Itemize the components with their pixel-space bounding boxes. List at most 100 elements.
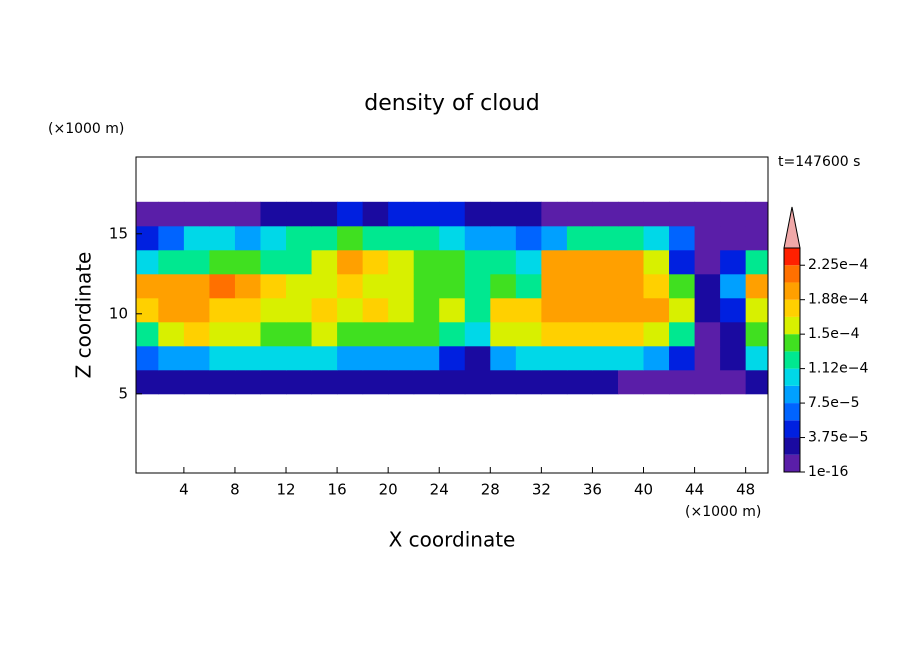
contour-cell <box>286 297 313 323</box>
contour-cell <box>183 225 210 251</box>
colorbar-tick-label: 1.5e−4 <box>808 326 860 342</box>
contour-cell <box>388 345 415 371</box>
contour-cell <box>745 201 768 227</box>
contour-cell <box>592 225 619 251</box>
contour-cell <box>388 273 415 299</box>
x-tick-label: 40 <box>634 481 653 499</box>
contour-cell <box>566 321 593 347</box>
contour-cell <box>260 225 287 251</box>
contour-cell <box>260 345 287 371</box>
colorbar-tick-label: 1e-16 <box>808 464 848 480</box>
contour-cell <box>136 345 159 371</box>
contour-cell <box>388 225 415 251</box>
contour-cell <box>720 345 747 371</box>
contour-cell <box>643 369 670 395</box>
colorbar-band <box>784 385 800 404</box>
contour-cell <box>158 249 185 275</box>
contour-cell <box>541 345 568 371</box>
contour-cell <box>311 225 338 251</box>
contour-cell <box>694 273 721 299</box>
contour-cell <box>617 273 645 299</box>
contour-cell <box>388 321 415 347</box>
contour-cell <box>669 321 696 347</box>
contour-cell <box>311 249 338 275</box>
contour-cell <box>286 225 313 251</box>
contour-cell <box>286 321 313 347</box>
contour-cell <box>388 201 415 227</box>
contour-cell <box>490 249 517 275</box>
contour-cell <box>669 201 696 227</box>
contour-cell <box>669 249 696 275</box>
contour-cell <box>566 201 593 227</box>
contour-cell <box>388 249 415 275</box>
contour-cell <box>337 225 364 251</box>
contour-cell <box>286 249 313 275</box>
contour-cell <box>566 297 593 323</box>
x-tick-label: 32 <box>532 481 551 499</box>
contour-cell <box>745 225 768 251</box>
contour-cell <box>362 249 389 275</box>
contour-cell <box>592 201 619 227</box>
colorbar-band <box>784 368 800 386</box>
colorbar-band <box>784 403 800 421</box>
contour-cell <box>694 201 721 227</box>
colorbar-extension <box>783 206 801 249</box>
contour-cell <box>209 369 236 395</box>
contour-cell <box>158 321 185 347</box>
contour-cell <box>643 321 670 347</box>
contour-cell <box>337 249 364 275</box>
contour-cell <box>260 249 287 275</box>
contour-cell <box>136 249 159 275</box>
contour-cell <box>643 249 670 275</box>
colorbar-tick-label: 3.75e−5 <box>808 430 868 446</box>
colorbar-band <box>784 351 800 369</box>
x-tick-label: 8 <box>230 481 240 499</box>
contour-cell <box>234 249 261 275</box>
contour-cell <box>617 225 645 251</box>
colorbar-band <box>784 265 800 283</box>
colorbar-band <box>784 282 800 300</box>
contour-cell <box>669 345 696 371</box>
contour-cell <box>209 225 236 251</box>
contour-cell <box>234 201 261 227</box>
contour-cell <box>694 321 721 347</box>
contour-cell <box>720 369 747 395</box>
contour-cell <box>541 249 568 275</box>
contour-cell <box>260 273 287 299</box>
x-tick-label: 48 <box>736 481 755 499</box>
contour-cell <box>413 369 440 395</box>
x-unit: (×1000 m) <box>685 504 761 520</box>
contour-cell <box>566 225 593 251</box>
contour-cell <box>694 225 721 251</box>
y-tick-label: 10 <box>109 304 128 322</box>
contour-cell <box>234 345 261 371</box>
contour-cell <box>337 273 364 299</box>
x-axis-label: X coordinate <box>389 528 516 552</box>
contour-cell <box>413 201 440 227</box>
contour-cell <box>515 201 542 227</box>
contour-cell <box>136 321 159 347</box>
contour-cell <box>464 201 491 227</box>
contour-cell <box>720 201 747 227</box>
contour-cell <box>136 297 159 323</box>
contour-cell <box>413 225 440 251</box>
contour-cell <box>158 225 185 251</box>
x-tick-label: 16 <box>328 481 347 499</box>
contour-cell <box>260 297 287 323</box>
contour-cell <box>720 249 747 275</box>
contour-cell <box>515 249 542 275</box>
contour-cell <box>643 273 670 299</box>
contour-cell <box>388 369 415 395</box>
colorbar-band <box>784 334 800 352</box>
contour-cell <box>234 321 261 347</box>
contour-cell <box>592 369 619 395</box>
contour-cell <box>311 345 338 371</box>
contour-cell <box>566 345 593 371</box>
contour-cell <box>694 297 721 323</box>
contour-cell <box>260 321 287 347</box>
colorbar-band <box>784 454 800 472</box>
contour-cell <box>234 297 261 323</box>
contour-cell <box>464 225 491 251</box>
contour-cell <box>286 273 313 299</box>
x-tick-label: 24 <box>430 481 449 499</box>
